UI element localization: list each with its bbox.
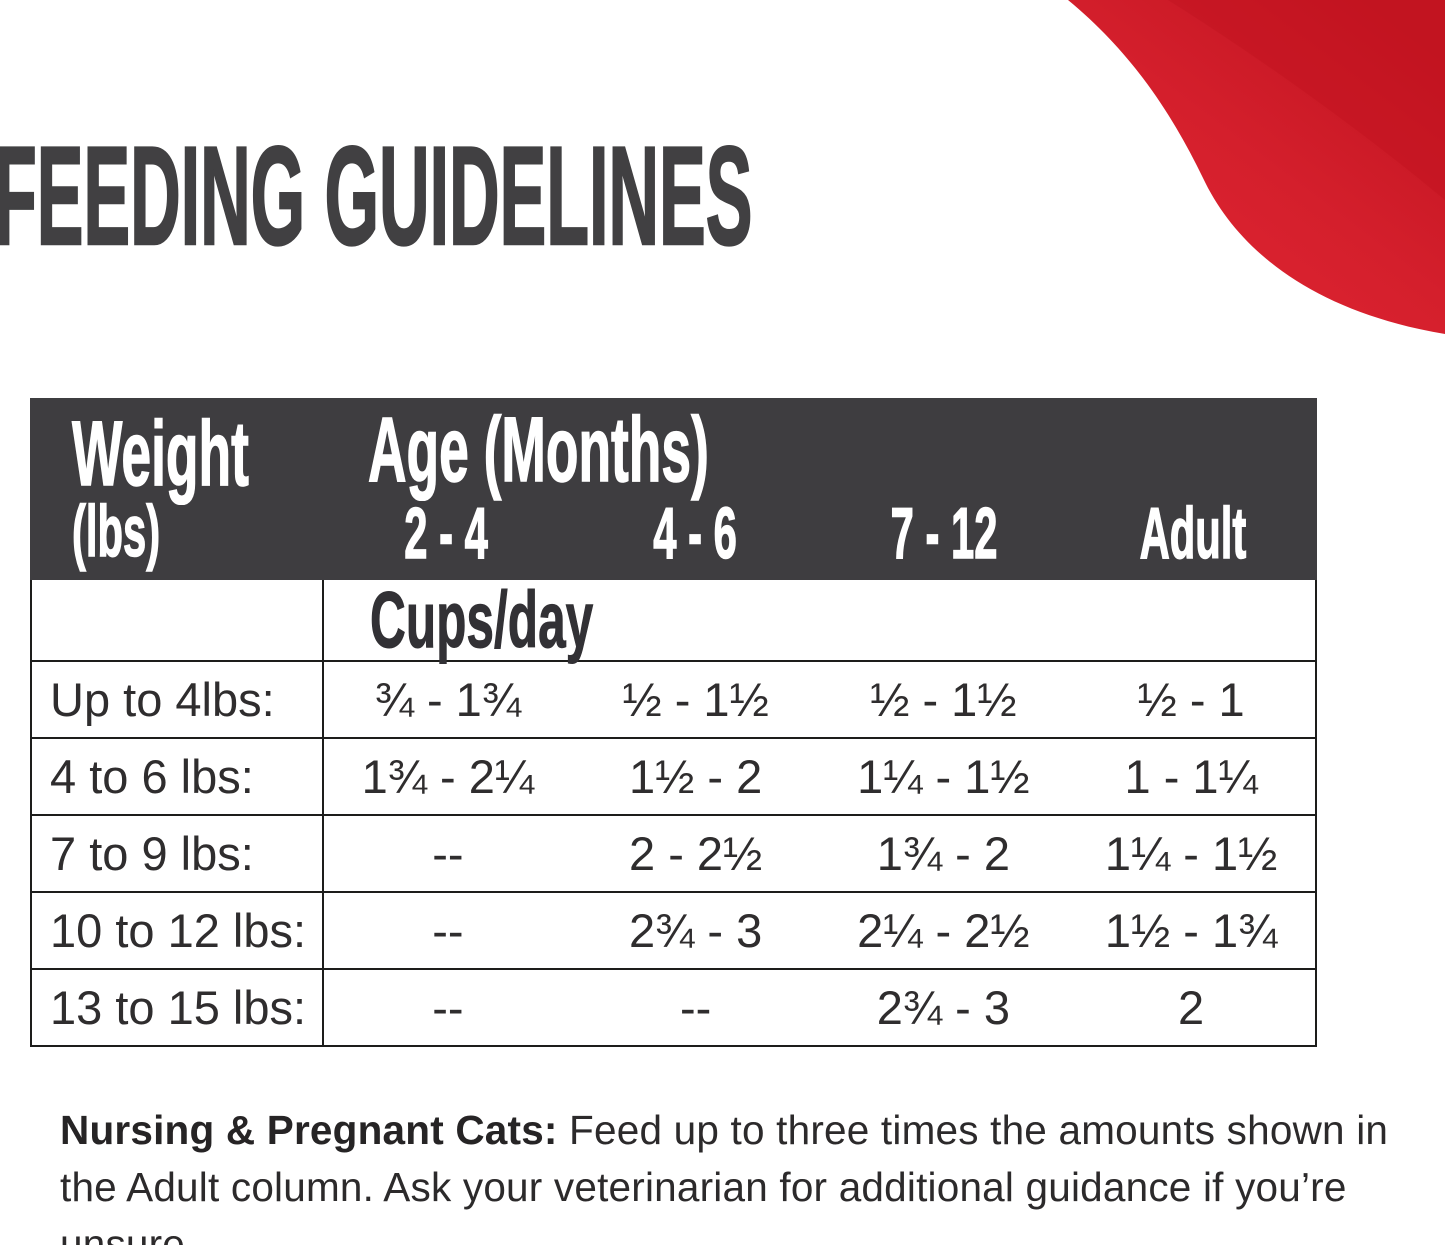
cups-value: 1¼ - 1½ bbox=[1104, 827, 1278, 880]
cups-value: -- bbox=[432, 904, 464, 957]
cups-value: -- bbox=[679, 981, 712, 1034]
weight-label: 7 to 9 lbs: bbox=[32, 816, 324, 891]
age-range-columns: 2 - 4 4 - 6 7 - 12 Adult bbox=[322, 494, 1317, 574]
table-row: 13 to 15 lbs: -- -- 2¾ - 3 2 bbox=[32, 968, 1315, 1045]
weight-label: 10 to 12 lbs: bbox=[32, 893, 324, 968]
cups-value: 2 - 2½ bbox=[629, 827, 763, 880]
table-row: 7 to 9 lbs: -- 2 - 2½ 1¾ - 2 1¼ - 1½ bbox=[32, 814, 1315, 891]
cups-value: ½ - 1½ bbox=[622, 673, 769, 726]
col-header-2-4: 2 - 4 bbox=[404, 494, 489, 574]
weight-label: 4 to 6 lbs: bbox=[32, 739, 324, 814]
table-body: Cups/day Up to 4lbs: ¾ - 1¾ ½ - 1½ ½ - 1… bbox=[30, 579, 1317, 1047]
cups-value: ½ - 1 bbox=[1137, 673, 1245, 726]
table-row: 4 to 6 lbs: 1¾ - 2¼ 1½ - 2 1¼ - 1½ 1 - 1… bbox=[32, 737, 1315, 814]
page-title: FEEDING GUIDELINES bbox=[0, 117, 1445, 274]
cups-value: 1½ - 2 bbox=[629, 750, 763, 803]
weight-column-header: Weight bbox=[72, 403, 250, 505]
cups-value: 1¾ - 2 bbox=[876, 827, 1010, 880]
cups-value: 2¾ - 3 bbox=[629, 904, 763, 957]
col-header-4-6: 4 - 6 bbox=[653, 494, 737, 574]
weight-unit-label: (lbs) bbox=[72, 492, 161, 572]
weight-label: Up to 4lbs: bbox=[32, 662, 324, 737]
cups-value: 1½ - 1¾ bbox=[1104, 904, 1278, 957]
red-swoosh-decoration bbox=[1068, 0, 1445, 334]
weight-label: 13 to 15 lbs: bbox=[32, 970, 324, 1045]
table-row: Up to 4lbs: ¾ - 1¾ ½ - 1½ ½ - 1½ ½ - 1 bbox=[32, 660, 1315, 737]
cups-value: -- bbox=[432, 981, 464, 1034]
col-header-adult: Adult bbox=[1139, 494, 1247, 574]
units-row: Cups/day bbox=[32, 579, 1315, 664]
cups-value: 2¼ - 2½ bbox=[857, 904, 1030, 957]
cups-value: ½ - 1½ bbox=[870, 673, 1017, 726]
units-cell: Cups/day bbox=[324, 575, 1315, 664]
cups-value: 1 - 1¼ bbox=[1124, 750, 1258, 803]
note-bold-prefix: Nursing & Pregnant Cats: bbox=[60, 1107, 558, 1153]
cups-value: -- bbox=[432, 827, 464, 880]
cups-value: ¾ - 1¾ bbox=[374, 673, 522, 726]
cups-value: 1¼ - 1½ bbox=[857, 750, 1030, 803]
feeding-table: Weight (lbs) Age (Months) 2 - 4 4 - 6 7 … bbox=[30, 398, 1317, 1047]
table-row: 10 to 12 lbs: -- 2¾ - 3 2¼ - 2½ 1½ - 1¾ bbox=[32, 891, 1315, 968]
table-header: Weight (lbs) Age (Months) 2 - 4 4 - 6 7 … bbox=[30, 398, 1317, 580]
page-title-text: FEEDING GUIDELINES bbox=[0, 117, 753, 274]
cups-value: 2 bbox=[1178, 981, 1205, 1034]
nursing-pregnant-note: Nursing & Pregnant Cats: Feed up to thre… bbox=[60, 1102, 1408, 1245]
cups-value: 1¾ - 2¼ bbox=[361, 750, 535, 803]
cups-value: 2¾ - 3 bbox=[876, 981, 1010, 1034]
units-label: Cups/day bbox=[370, 575, 594, 664]
col-header-7-12: 7 - 12 bbox=[890, 494, 998, 574]
units-row-empty-cell bbox=[32, 580, 324, 664]
age-months-header: Age (Months) bbox=[368, 399, 710, 501]
note-body-text: Feed up to three times the amounts shown… bbox=[60, 1107, 1389, 1245]
